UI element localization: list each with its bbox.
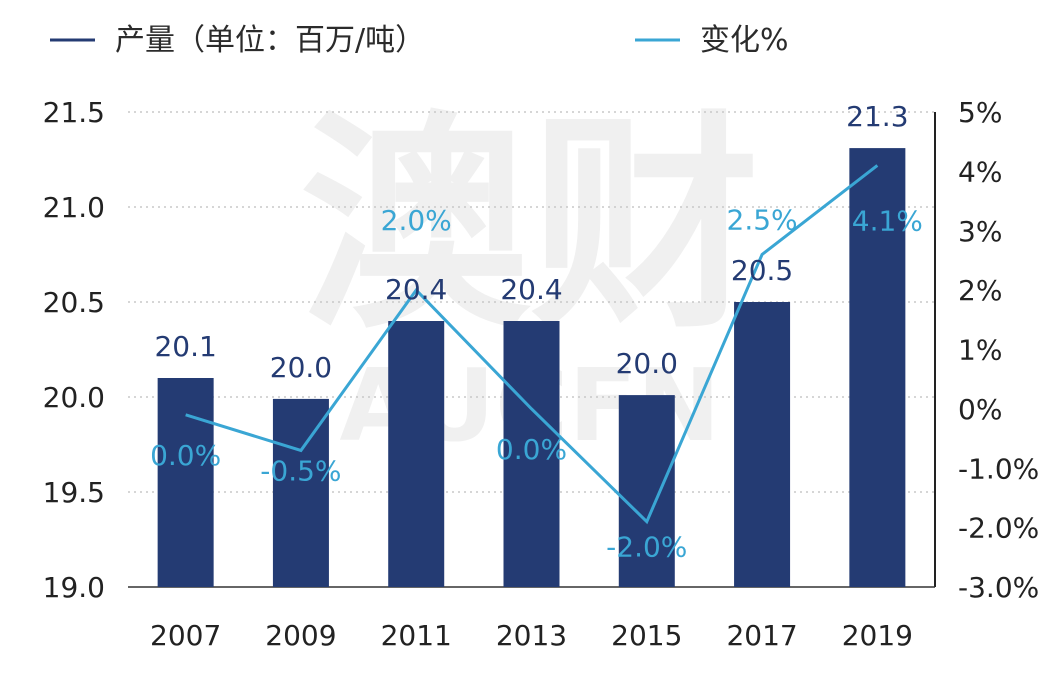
bar [618, 395, 675, 587]
bar-data-label: 20.4 [385, 273, 447, 306]
legend-label-bar: 产量（单位：百万/吨） [115, 23, 425, 58]
bar [503, 321, 560, 587]
x-tick-label: 2009 [265, 619, 336, 652]
y-right-tick-label: 0% [958, 393, 1002, 426]
bar [388, 321, 445, 587]
y-right-tick-label: -1.0% [958, 452, 1039, 485]
y-left-axis: 19.0 19.5 20.0 20.5 21.0 21.5 [43, 96, 105, 604]
line-labels: 0.0% -0.5% 2.0% 0.0% -2.0% 2.5% 4.1% [150, 204, 923, 564]
line-data-label: 4.1% [852, 204, 923, 237]
line-data-label: 0.0% [150, 439, 221, 472]
y-right-tick-label: 4% [958, 155, 1002, 188]
y-right-tick-label: 3% [958, 215, 1002, 248]
line-data-label: 2.5% [727, 204, 798, 237]
y-left-tick-label: 21.0 [43, 191, 105, 224]
bar-data-label: 20.4 [500, 273, 562, 306]
y-right-tick-label: 2% [958, 274, 1002, 307]
bar-data-label: 20.1 [154, 330, 216, 363]
x-tick-label: 2011 [381, 619, 452, 652]
line-series [185, 164, 879, 525]
line-path [185, 164, 879, 525]
bar-data-label: 21.3 [846, 100, 908, 133]
x-tick-label: 2015 [611, 619, 682, 652]
bar [849, 148, 906, 587]
legend: 产量（单位：百万/吨） 变化% [50, 23, 789, 58]
y-left-tick-label: 20.5 [43, 286, 105, 319]
y-left-tick-label: 19.0 [43, 571, 105, 604]
y-left-tick-label: 20.0 [43, 381, 105, 414]
bar-data-label: 20.0 [616, 347, 678, 380]
x-axis: 2007 2009 2011 2013 2015 2017 2019 [128, 586, 935, 652]
bar-data-label: 20.0 [270, 351, 332, 384]
y-left-tick-label: 19.5 [43, 476, 105, 509]
x-tick-label: 2013 [496, 619, 567, 652]
bar [734, 302, 791, 587]
line-data-label: -2.0% [606, 531, 687, 564]
bar-data-label: 20.5 [731, 254, 793, 287]
bar-labels: 20.1 20.0 20.4 20.4 20.0 20.5 21.3 [154, 100, 908, 384]
y-right-tick-label: -3.0% [958, 571, 1039, 604]
x-tick-label: 2019 [842, 619, 913, 652]
y-right-tick-label: 1% [958, 334, 1002, 367]
x-tick-label: 2007 [150, 619, 221, 652]
bar [272, 398, 329, 587]
watermark-chinese: 澳财 [300, 93, 760, 360]
line-data-label: -0.5% [260, 454, 341, 487]
x-tick-label: 2017 [726, 619, 797, 652]
bar-series [157, 148, 906, 587]
line-data-label: 0.0% [496, 433, 567, 466]
line-data-label: 2.0% [381, 204, 452, 237]
y-left-tick-label: 21.5 [43, 96, 105, 129]
y-right-tick-label: -2.0% [958, 512, 1039, 545]
legend-label-line: 变化% [700, 23, 789, 58]
y-right-tick-label: 5% [958, 96, 1002, 129]
bar [157, 378, 214, 587]
y-right-axis: -3.0% -2.0% -1.0% 0% 1% 2% 3% 4% 5% [934, 96, 1039, 604]
